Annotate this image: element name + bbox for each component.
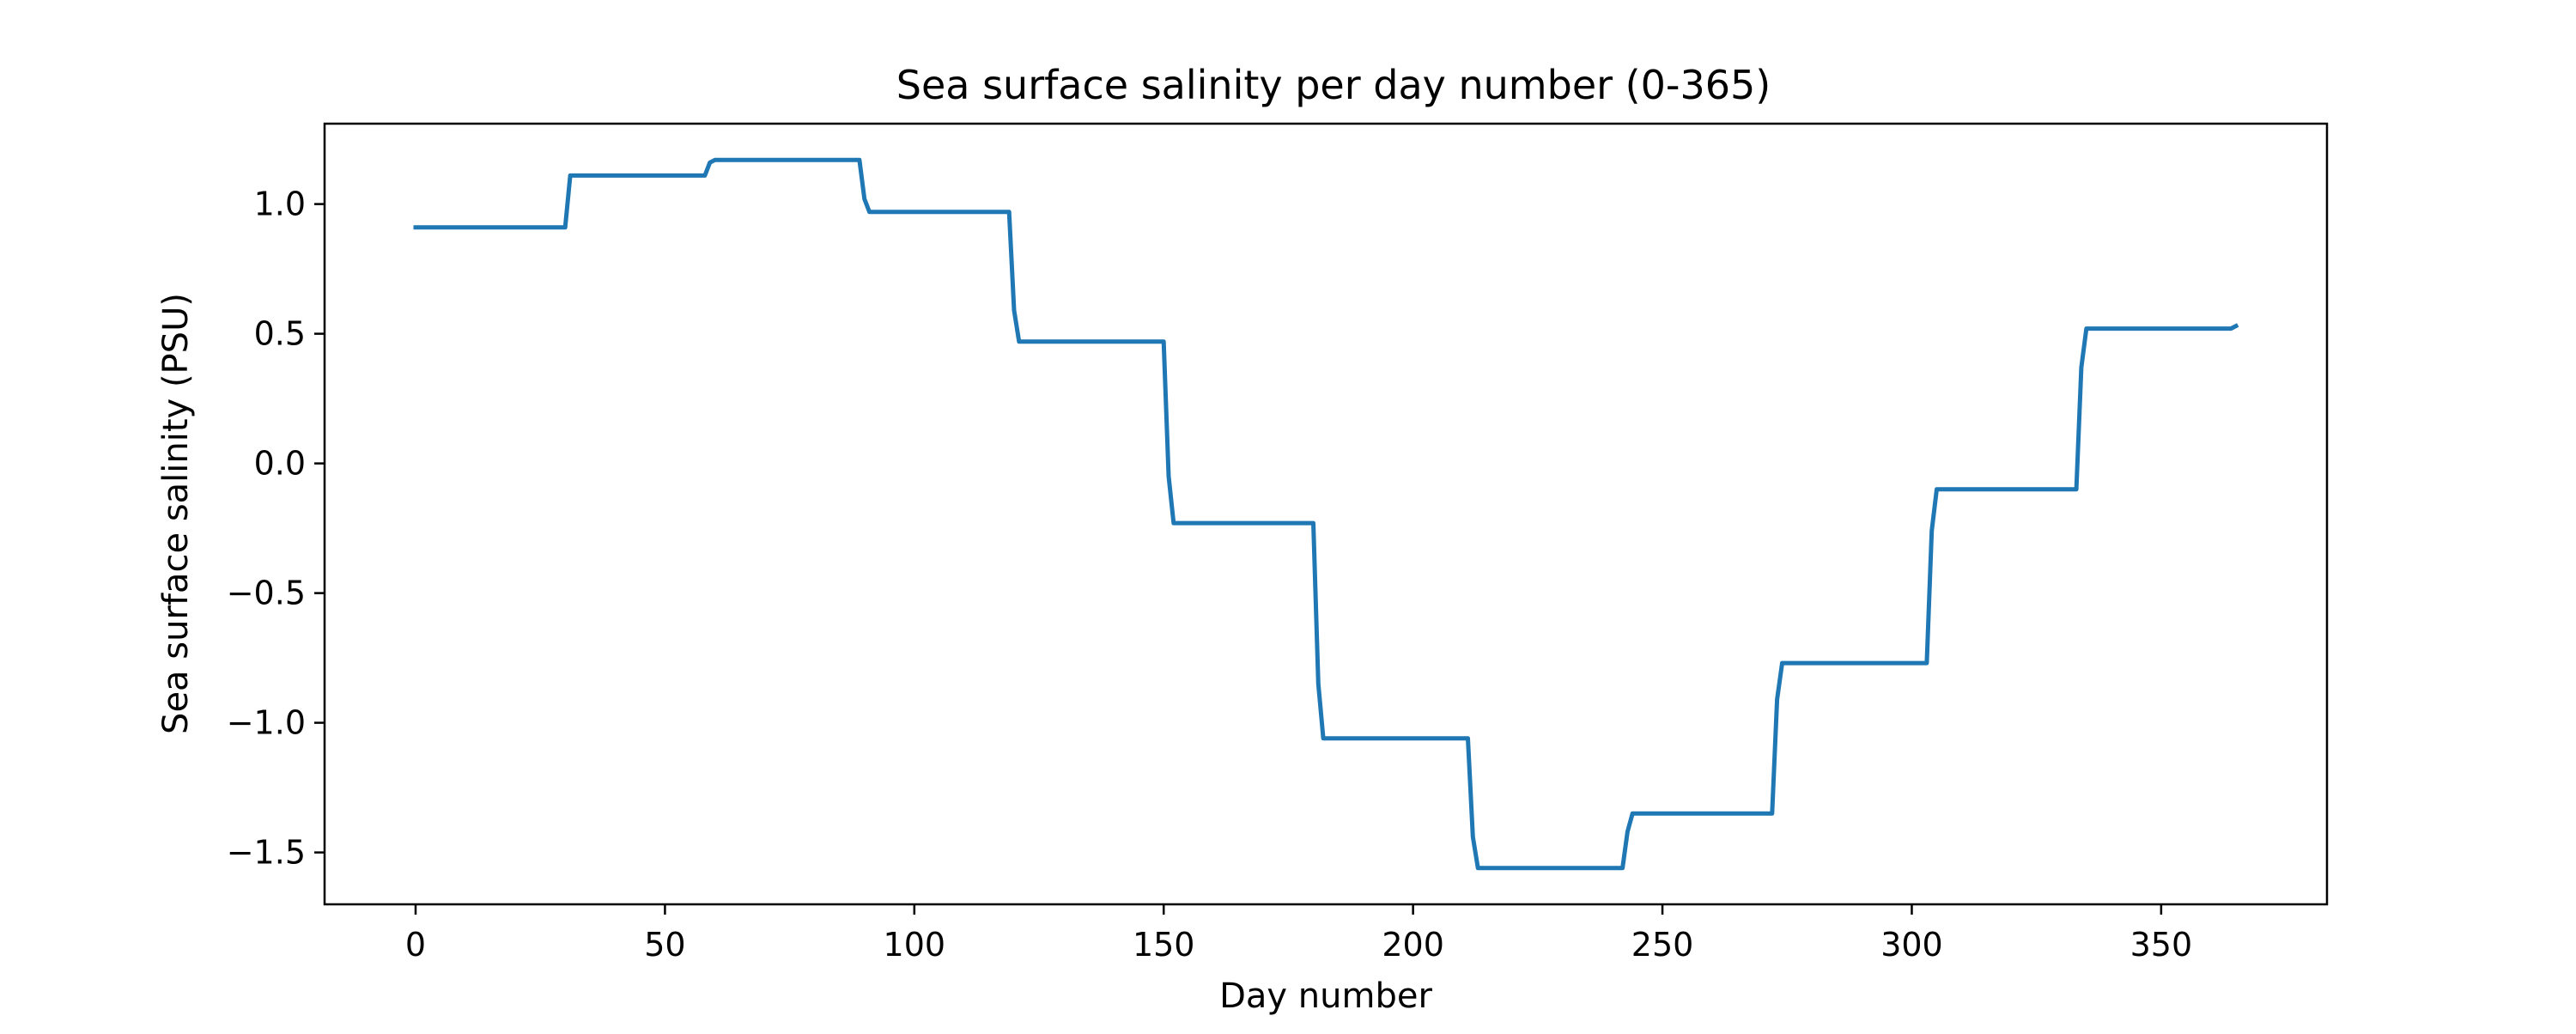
- y-tick-label: −0.5: [227, 575, 306, 612]
- y-tick-label: 1.0: [254, 186, 306, 223]
- x-tick-label: 250: [1631, 926, 1694, 964]
- y-tick-label: −1.5: [227, 834, 306, 872]
- x-tick-label: 50: [644, 926, 685, 964]
- x-tick-label: 150: [1133, 926, 1195, 964]
- y-tick-label: −1.0: [227, 704, 306, 742]
- x-axis-label: Day number: [1219, 976, 1432, 1016]
- plot-area: [323, 122, 2329, 906]
- x-tick-label: 300: [1880, 926, 1943, 964]
- series-layer: [413, 157, 2239, 871]
- x-tick-label: 200: [1382, 926, 1444, 964]
- axes-frame: [323, 122, 2329, 906]
- y-axis-label: Sea surface salinity (PSU): [156, 293, 196, 734]
- y-axis: −1.5 −1.0 −0.5 0.0 0.5 1.0: [227, 186, 325, 872]
- x-axis: 0 50 100 150 200 250 300 350: [405, 904, 2192, 964]
- chart-title: Sea surface salinity per day number (0-3…: [896, 62, 1771, 108]
- x-tick-label: 350: [2130, 926, 2193, 964]
- y-tick-label: 0.5: [254, 315, 306, 353]
- y-tick-label: 0.0: [254, 445, 306, 483]
- series-line-0: [413, 157, 2239, 871]
- x-tick-label: 100: [884, 926, 946, 964]
- x-tick-label: 0: [405, 926, 426, 964]
